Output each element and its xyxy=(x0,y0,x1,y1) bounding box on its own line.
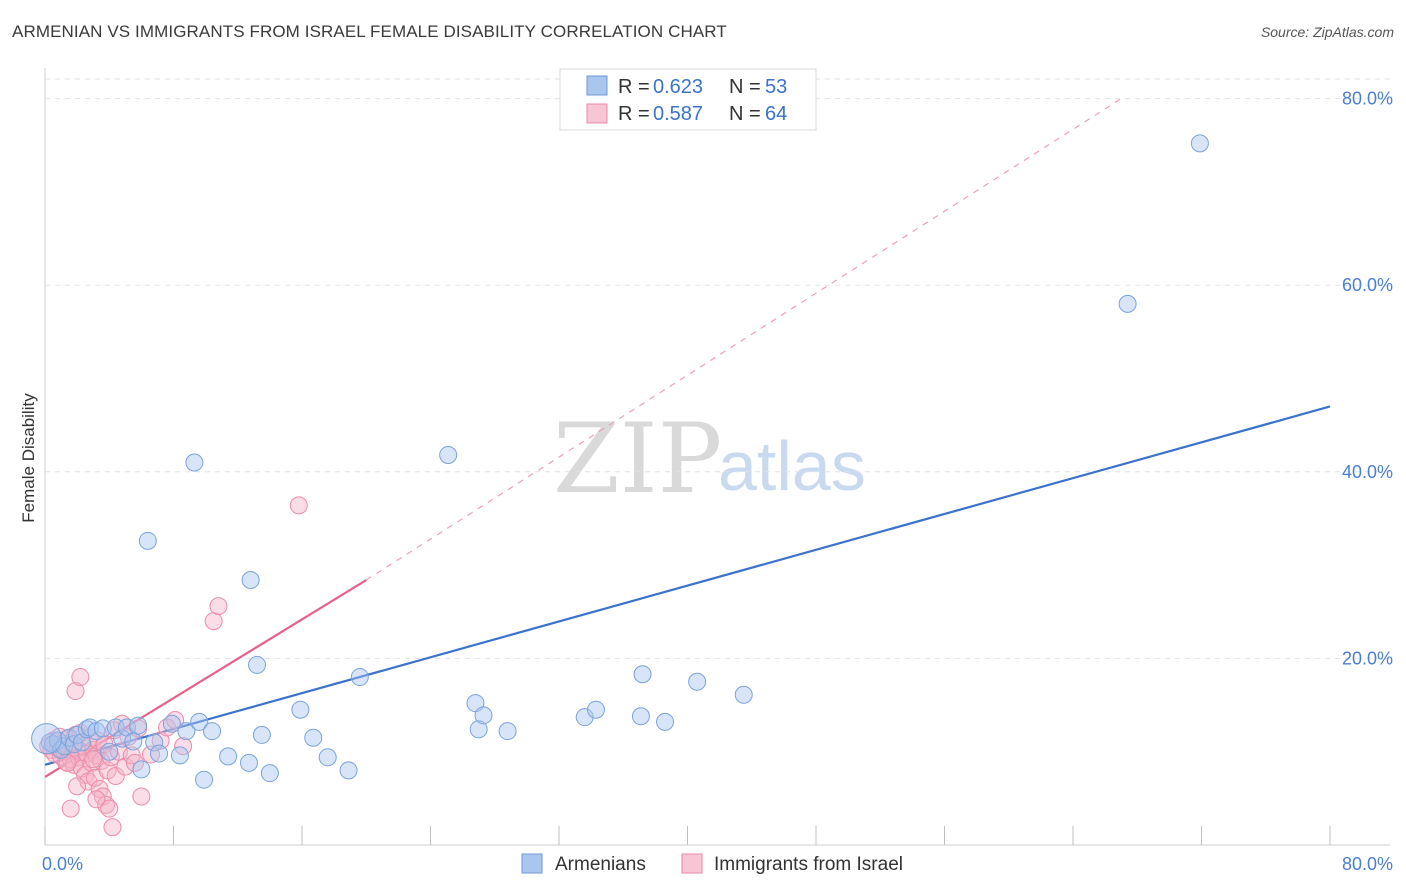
point-armenians xyxy=(260,764,279,783)
trend-line-armenians xyxy=(44,405,1331,766)
watermark-zip: ZIP xyxy=(553,403,722,515)
point-immigrants xyxy=(125,753,144,772)
y-tick-labels: 20.0% 40.0% 60.0% 80.0% xyxy=(1342,89,1393,669)
y-tick-label: 80.0% xyxy=(1342,89,1393,109)
point-immigrants xyxy=(289,496,308,515)
point-immigrants xyxy=(209,597,228,616)
point-armenians xyxy=(291,700,310,719)
point-immigrants xyxy=(174,737,193,756)
point-armenians xyxy=(688,672,707,691)
legend-r-value-2: 0.587 xyxy=(653,103,703,125)
point-immigrants xyxy=(71,668,90,687)
point-armenians xyxy=(631,707,650,726)
point-immigrants xyxy=(100,799,119,818)
point-immigrants xyxy=(151,731,170,750)
series-immigrants-from-israel xyxy=(39,496,308,837)
point-armenians xyxy=(219,747,238,766)
legend-swatch-immigrants xyxy=(586,103,608,124)
axes xyxy=(44,68,1390,846)
watermark-atlas: atlas xyxy=(718,427,866,505)
point-armenians xyxy=(350,668,369,687)
legend-n-value-2: 64 xyxy=(765,103,787,125)
trend-line-immigrants-extended xyxy=(365,98,1122,581)
point-armenians xyxy=(1190,134,1209,153)
point-immigrants xyxy=(68,777,87,796)
point-immigrants xyxy=(204,612,223,631)
point-armenians xyxy=(248,655,267,674)
source-label: Source: ZipAtlas.com xyxy=(1260,24,1394,40)
y-tick-label: 20.0% xyxy=(1342,648,1393,668)
y-tick-label: 40.0% xyxy=(1342,462,1393,482)
point-immigrants xyxy=(61,799,80,818)
point-immigrants xyxy=(132,787,151,806)
trend-lines xyxy=(44,98,1331,778)
x-tick-label: 0.0% xyxy=(42,854,83,874)
x-tick-labels: 0.0% 80.0% xyxy=(42,854,1393,874)
legend-r-label-1: R = xyxy=(618,76,650,98)
point-armenians xyxy=(318,748,337,767)
point-armenians xyxy=(113,729,132,748)
bottom-legend-swatch-armenians xyxy=(521,853,543,874)
point-armenians xyxy=(132,760,151,779)
point-armenians xyxy=(170,746,189,765)
trend-line-immigrants xyxy=(44,579,367,778)
point-armenians xyxy=(498,722,517,741)
legend-swatch-armenians xyxy=(586,75,608,96)
point-armenians xyxy=(150,744,169,763)
point-armenians xyxy=(1118,294,1137,313)
legend-r-value-1: 0.623 xyxy=(653,76,703,98)
bottom-legend-armenians: Armenians xyxy=(555,854,646,875)
legend-n-label-1: N = xyxy=(729,76,761,98)
point-armenians xyxy=(241,571,260,590)
correlation-legend: R = 0.623 N = 53 R = 0.587 N = 64 xyxy=(559,68,817,131)
point-immigrants xyxy=(106,766,125,785)
point-armenians xyxy=(145,733,164,752)
point-armenians xyxy=(304,728,323,747)
chart-title: ARMENIAN VS IMMIGRANTS FROM ISRAEL FEMAL… xyxy=(12,22,727,41)
point-armenians-cluster xyxy=(31,723,63,755)
point-armenians xyxy=(474,706,493,725)
y-axis-label: Female Disability xyxy=(19,393,38,523)
point-immigrants xyxy=(66,682,85,701)
point-armenians xyxy=(129,716,148,735)
x-tick-label: 80.0% xyxy=(1342,854,1393,874)
point-armenians xyxy=(100,742,119,761)
point-armenians xyxy=(190,712,209,731)
point-immigrants xyxy=(103,818,122,837)
gridlines xyxy=(45,78,1390,659)
point-armenians xyxy=(203,722,222,741)
point-armenians xyxy=(138,531,157,550)
bottom-legend-immigrants: Immigrants from Israel xyxy=(714,854,903,875)
legend-n-label-2: N = xyxy=(729,103,761,125)
point-armenians xyxy=(185,453,204,472)
point-armenians xyxy=(586,700,605,719)
point-armenians xyxy=(177,722,196,741)
series-legend: Armenians Immigrants from Israel xyxy=(521,853,903,875)
legend-r-label-2: R = xyxy=(618,103,650,125)
y-tick-label: 60.0% xyxy=(1342,275,1393,295)
point-armenians xyxy=(575,708,594,727)
point-armenians xyxy=(633,665,652,684)
point-armenians xyxy=(439,446,458,465)
point-armenians xyxy=(734,685,753,704)
point-armenians xyxy=(656,712,675,731)
point-armenians xyxy=(195,770,214,789)
point-armenians xyxy=(124,732,143,751)
series-armenians xyxy=(31,134,1209,789)
point-armenians xyxy=(162,714,181,733)
point-armenians xyxy=(93,719,112,738)
point-armenians xyxy=(239,753,258,772)
point-armenians xyxy=(252,725,271,744)
point-armenians xyxy=(339,761,358,780)
bottom-legend-swatch-immigrants xyxy=(681,853,703,874)
point-immigrants xyxy=(87,790,106,809)
legend-n-value-1: 53 xyxy=(765,76,787,98)
point-armenians xyxy=(469,720,488,739)
point-immigrants xyxy=(84,750,103,769)
